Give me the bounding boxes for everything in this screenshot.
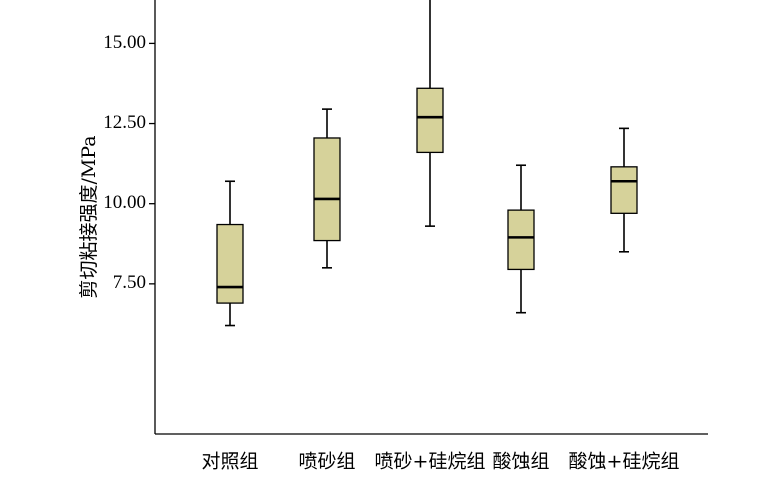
y-tick-label: 12.50 [103,112,146,133]
axes [154,0,708,435]
box-group [416,0,444,227]
y-tick-label: 10.00 [103,192,146,213]
iqr-box [313,137,341,242]
y-tick-label: 15.00 [103,32,146,53]
box-group [313,108,341,269]
box-group [216,180,244,327]
box-group [610,127,638,253]
x-category-label: 酸蚀+硅烷组 [569,451,680,473]
iqr-box [416,87,444,154]
x-category-label: 酸蚀组 [492,451,549,473]
iqr-box [610,166,638,214]
iqr-box [507,209,535,271]
x-category-label: 对照组 [201,451,258,473]
box-group [507,164,535,314]
y-axis-title: 剪切粘接强度/MPa [78,135,100,298]
x-category-label: 喷砂+硅烷组 [375,451,486,473]
x-category-label: 喷砂组 [298,451,355,473]
x-tick-labels: 对照组 喷砂组 喷砂+硅烷组 酸蚀组 酸蚀+硅烷组 [201,451,679,473]
boxes [216,0,638,327]
iqr-box [216,223,244,304]
y-tick-label: 7.50 [113,272,146,293]
